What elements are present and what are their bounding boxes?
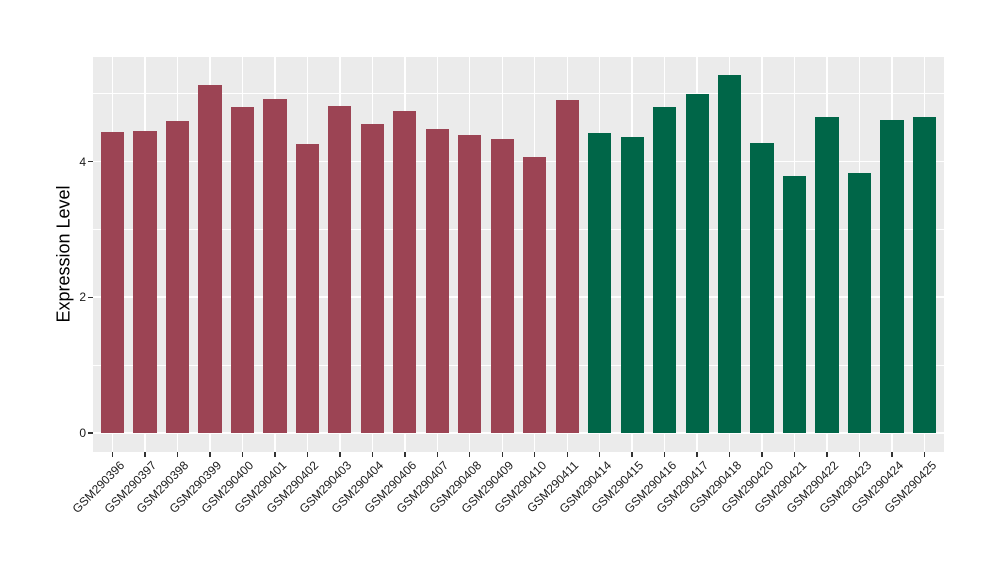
x-axis-tick (923, 452, 926, 457)
x-axis-tick (858, 452, 861, 457)
x-axis-tick (404, 452, 406, 457)
x-axis-tick (306, 452, 309, 457)
bar-GSM290410 (523, 157, 547, 433)
bar-GSM290400 (230, 106, 255, 433)
bar-GSM290408 (458, 135, 482, 433)
y-axis-tick (88, 160, 93, 163)
x-axis-tick (696, 452, 698, 457)
bar-GSM290411 (555, 100, 579, 433)
x-axis-tick (663, 452, 666, 457)
bar-GSM290409 (490, 139, 514, 433)
x-axis-tick (566, 452, 568, 457)
x-axis-tick (631, 452, 633, 457)
gridline-major (93, 160, 944, 163)
x-axis-tick (241, 452, 244, 457)
bar-GSM290417 (685, 93, 709, 433)
y-axis-tick-label: 2 (79, 290, 86, 305)
gridline-major (93, 296, 944, 299)
x-axis-tick (761, 452, 763, 457)
x-axis-tick (371, 452, 374, 457)
x-axis-tick (534, 452, 536, 457)
y-axis-tick-label: 4 (79, 154, 86, 169)
bar-GSM290422 (815, 116, 839, 433)
bar-GSM290425 (912, 116, 937, 433)
plot-panel (93, 57, 944, 452)
x-axis-tick (469, 452, 471, 457)
x-axis-tick (209, 452, 211, 457)
bar-GSM290403 (328, 105, 352, 433)
x-axis-tick (274, 452, 276, 457)
bar-GSM290421 (782, 176, 807, 433)
x-axis-tick (436, 452, 438, 457)
bar-GSM290414 (588, 133, 612, 433)
bar-GSM290399 (198, 84, 222, 433)
bar-GSM290402 (295, 143, 319, 433)
gridline-major (93, 432, 944, 434)
bar-GSM290397 (133, 130, 157, 433)
bar-GSM290415 (620, 137, 644, 433)
x-axis-tick (891, 452, 893, 457)
bar-GSM290396 (100, 131, 125, 433)
gridline-minor (93, 364, 944, 366)
bar-GSM290406 (393, 111, 417, 433)
x-axis-tick (111, 452, 114, 457)
gridline-minor (93, 93, 944, 95)
x-axis-tick (826, 452, 828, 457)
y-axis-tick (88, 432, 93, 434)
x-axis-tick (501, 452, 503, 457)
x-axis-tick (793, 452, 796, 457)
x-axis-tick (339, 452, 341, 457)
bar-GSM290423 (847, 173, 872, 433)
gridline-minor (93, 228, 944, 230)
bar-GSM290404 (360, 124, 384, 433)
bar-GSM290416 (653, 107, 677, 433)
x-axis-tick (144, 452, 146, 457)
bar-GSM290420 (750, 142, 774, 433)
x-axis-tick (176, 452, 179, 457)
x-axis-tick (599, 452, 601, 457)
bar-GSM290424 (880, 120, 904, 433)
bar-GSM290398 (165, 121, 190, 433)
y-axis-tick-label: 0 (79, 425, 86, 440)
y-axis-tick (88, 296, 93, 298)
x-axis-tick (728, 452, 731, 457)
bar-GSM290407 (425, 128, 449, 433)
bar-GSM290418 (717, 74, 742, 433)
bar-GSM290401 (263, 99, 287, 433)
